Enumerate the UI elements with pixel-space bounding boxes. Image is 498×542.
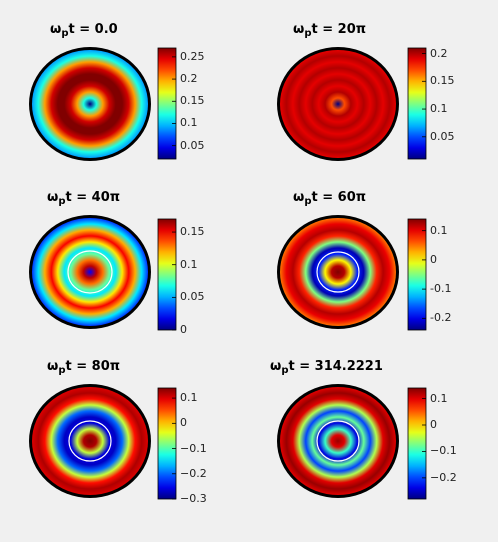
field-heatmap bbox=[280, 218, 396, 326]
title-omega: ω bbox=[293, 22, 305, 37]
panel-title: ωpt = 40π bbox=[47, 190, 120, 207]
colorbar-tick-label: 0.1 bbox=[430, 391, 448, 405]
colorbar-tick-label: 0.1 bbox=[430, 102, 448, 116]
field-heatmap bbox=[32, 218, 148, 326]
title-time: t = 60π bbox=[311, 190, 367, 205]
colorbar-tick-label: 0.1 bbox=[430, 223, 448, 237]
colorbar-tick-label: −0.1 bbox=[430, 444, 457, 458]
title-subscript: p bbox=[58, 196, 66, 207]
title-omega: ω bbox=[47, 190, 59, 205]
colorbar-tick-label: 0.25 bbox=[180, 49, 205, 63]
colorbar-tick-label: −0.3 bbox=[180, 492, 207, 505]
colorbar-tick-label: 0.15 bbox=[430, 74, 455, 88]
colorbar-tick-label: −0.2 bbox=[430, 470, 457, 484]
heatmap-panel-5 bbox=[29, 384, 177, 500]
core-boundary bbox=[68, 420, 112, 462]
colorbar-tick-label: -0.2 bbox=[430, 311, 452, 325]
panel-title: ωpt = 20π bbox=[293, 22, 366, 39]
colorbar-tick-label: 0.05 bbox=[180, 290, 205, 304]
title-time: t = 80π bbox=[65, 359, 121, 374]
core-boundary bbox=[316, 251, 360, 293]
colorbar-tick-label: 0.05 bbox=[430, 129, 455, 143]
colorbar-tick-label: 0.05 bbox=[180, 138, 205, 152]
title-time: t = 0.0 bbox=[68, 22, 118, 37]
colorbar bbox=[407, 218, 427, 331]
title-subscript: p bbox=[304, 196, 312, 207]
heatmap-panel-3 bbox=[29, 215, 177, 331]
colorbar bbox=[407, 387, 427, 500]
colorbar bbox=[157, 218, 177, 331]
colorbar-tick-label: 0.2 bbox=[430, 46, 448, 60]
field-heatmap bbox=[280, 50, 396, 158]
panel-title: ωpt = 314.2221 bbox=[270, 359, 383, 376]
title-subscript: p bbox=[58, 365, 66, 376]
title-omega: ω bbox=[270, 359, 282, 374]
title-subscript: p bbox=[61, 28, 69, 39]
heatmap-panel-4 bbox=[277, 215, 427, 331]
colorbar-tick-label: 0.1 bbox=[180, 391, 198, 405]
colorbar bbox=[157, 47, 177, 160]
title-omega: ω bbox=[50, 22, 62, 37]
colorbar-tick-label: 0.2 bbox=[180, 72, 198, 86]
colorbar-tick-label: -0.1 bbox=[430, 282, 452, 296]
field-heatmap bbox=[32, 387, 148, 495]
colorbar-tick-label: −0.1 bbox=[180, 441, 207, 455]
colorbar-tick-label: 0 bbox=[430, 252, 437, 266]
colorbar bbox=[157, 387, 177, 500]
colorbar-tick-label: 0.1 bbox=[180, 116, 198, 130]
colorbar-tick-label: 0 bbox=[430, 418, 437, 431]
panel-title: ωpt = 60π bbox=[293, 190, 366, 207]
heatmap-panel-6 bbox=[277, 384, 427, 500]
title-time: t = 40π bbox=[65, 190, 121, 205]
colorbar-tick-label: 0.1 bbox=[180, 257, 198, 271]
heatmap-panel-2 bbox=[277, 47, 427, 161]
core-boundary bbox=[67, 250, 113, 294]
title-omega: ω bbox=[47, 359, 59, 374]
panel-title: ωpt = 80π bbox=[47, 359, 120, 376]
colorbar-tick-label: −0.2 bbox=[180, 466, 207, 480]
title-time: t = 314.2221 bbox=[288, 359, 383, 374]
title-time: t = 20π bbox=[311, 22, 367, 37]
title-omega: ω bbox=[293, 190, 305, 205]
heatmap-panel-1 bbox=[29, 47, 177, 161]
colorbar-tick-label: 0.15 bbox=[180, 225, 205, 239]
colorbar bbox=[407, 47, 427, 160]
core-boundary bbox=[316, 420, 360, 462]
field-heatmap bbox=[280, 387, 396, 495]
colorbar-tick-label: 0 bbox=[180, 323, 187, 336]
panel-title: ωpt = 0.0 bbox=[50, 22, 118, 39]
title-subscript: p bbox=[304, 28, 312, 39]
title-subscript: p bbox=[281, 365, 289, 376]
field-heatmap bbox=[32, 50, 148, 158]
colorbar-tick-label: 0 bbox=[180, 416, 187, 430]
colorbar-tick-label: 0.15 bbox=[180, 94, 205, 108]
